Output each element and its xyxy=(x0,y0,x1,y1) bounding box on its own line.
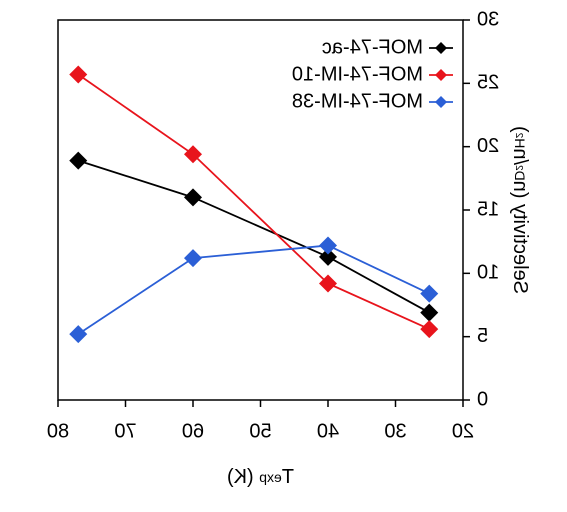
data-point xyxy=(420,284,439,303)
series-line xyxy=(77,73,430,330)
data-point xyxy=(319,274,337,293)
x-tick-label: 40 xyxy=(317,420,339,442)
y-axis-label-part: /n xyxy=(509,148,531,165)
y-axis-label-part: Selectivity (n xyxy=(509,181,531,294)
plot-group: 0 5 10 15 20 25 30 20 30 40 50 60 70 80 Texp (K) Select… xyxy=(47,8,531,488)
data-point xyxy=(319,247,337,266)
y-axis-label: Selectivity (nD2/nH2) xyxy=(509,126,531,294)
legend-marker xyxy=(435,96,447,108)
y-axis-label-part: ) xyxy=(509,126,531,133)
x-axis-label-part: exp xyxy=(259,469,282,485)
series-line xyxy=(77,159,430,314)
x-axis-label: Texp (K) xyxy=(227,466,294,488)
x-tick-label: 70 xyxy=(114,420,136,442)
data-point xyxy=(69,65,88,84)
y-tick-label: 20 xyxy=(477,135,499,157)
y-tick-label: 10 xyxy=(477,262,499,284)
data-point xyxy=(184,249,202,268)
legend-label: MOF-74-ac xyxy=(322,36,423,58)
series-line xyxy=(77,244,430,335)
x-tick-label: 80 xyxy=(47,420,69,442)
legend-marker xyxy=(435,69,447,81)
x-tick-label: 60 xyxy=(182,420,204,442)
x-axis-label-part: (K) xyxy=(227,466,259,488)
y-tick-label: 0 xyxy=(477,388,488,410)
y-axis-label-part: 2 xyxy=(513,132,524,138)
x-axis-label-part: T xyxy=(282,466,294,488)
y-tick-label: 15 xyxy=(477,198,499,220)
x-tick-label: 30 xyxy=(384,420,406,442)
legend-label: MOF-74-IM-38 xyxy=(292,90,423,112)
data-point xyxy=(69,325,88,344)
data-point xyxy=(319,236,337,255)
y-tick-label: 25 xyxy=(477,72,499,94)
y-axis-label-part: H xyxy=(512,138,528,148)
data-point xyxy=(420,303,439,322)
data-point xyxy=(420,320,439,339)
x-tick-label: 20 xyxy=(452,420,474,442)
y-axis-label-part: 2 xyxy=(513,165,524,171)
legend-marker xyxy=(435,42,447,54)
data-point xyxy=(69,151,88,170)
y-axis-label-part: D xyxy=(512,171,528,181)
x-tick-label: 50 xyxy=(249,420,271,442)
y-tick-label: 5 xyxy=(477,325,488,347)
legend-label: MOF-74-IM-10 xyxy=(292,63,423,85)
data-point xyxy=(184,145,202,164)
data-point xyxy=(184,188,202,207)
y-tick-label: 30 xyxy=(477,8,499,30)
